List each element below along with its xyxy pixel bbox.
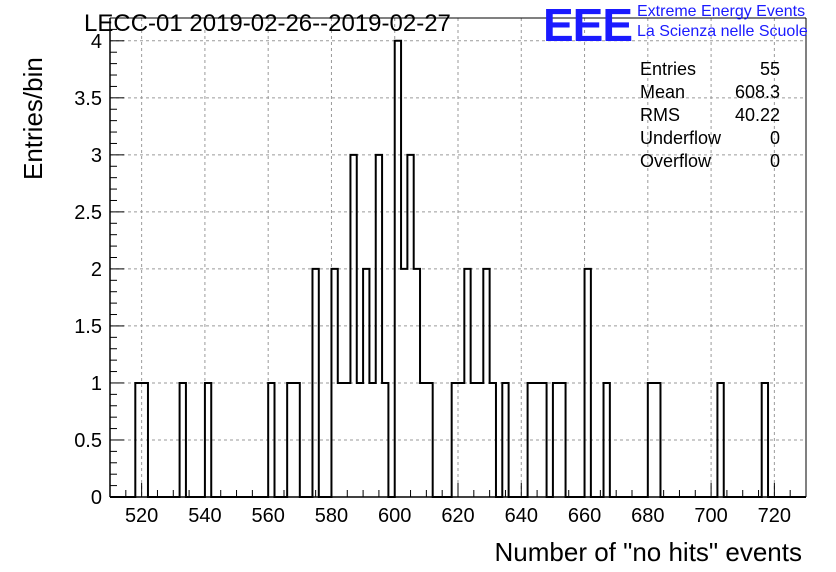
grid-lines xyxy=(110,18,806,497)
stats-row-rms: RMS 40.22 xyxy=(640,104,780,127)
stats-value: 55 xyxy=(759,59,780,79)
logo-line-1: Extreme Energy Events xyxy=(637,3,806,20)
stats-label: Overflow xyxy=(640,151,712,171)
stats-label: Mean xyxy=(640,82,686,102)
x-tick-label: 620 xyxy=(441,505,474,527)
axis-ticks: 520 540 560 580 600 620 640 660 680 700 720 0 0.5 1 1.… xyxy=(74,17,807,527)
x-tick-label: 680 xyxy=(631,505,664,527)
stats-value: 40.22 xyxy=(734,105,780,125)
stats-label: Entries xyxy=(640,59,697,79)
stats-value: 0 xyxy=(769,128,780,148)
x-axis-label: Number of "no hits" events xyxy=(494,537,803,567)
x-tick-label: 580 xyxy=(315,505,348,527)
stats-row-mean: Mean 608.3 xyxy=(640,81,780,104)
x-tick-label: 540 xyxy=(188,505,221,527)
stats-value: 608.3 xyxy=(734,82,780,102)
stats-value: 0 xyxy=(769,151,780,171)
x-tick-label: 560 xyxy=(251,505,284,527)
y-tick-label: 3 xyxy=(91,145,102,167)
stats-label: Underflow xyxy=(640,128,722,148)
x-tick-label: 660 xyxy=(568,505,601,527)
stats-label: RMS xyxy=(640,105,680,125)
stats-row-underflow: Underflow 0 xyxy=(640,127,780,150)
x-tick-label: 640 xyxy=(505,505,538,527)
stats-row-overflow: Overflow 0 xyxy=(640,150,780,173)
x-tick-label: 700 xyxy=(694,505,727,527)
y-tick-label: 3.5 xyxy=(74,88,102,110)
y-tick-label: 2 xyxy=(91,259,102,281)
y-tick-label: 0.5 xyxy=(74,430,102,452)
y-axis-label: Entries/bin xyxy=(18,57,48,180)
y-axis-label-wrap: Entries/bin xyxy=(8,57,48,180)
y-tick-label: 4 xyxy=(91,31,102,53)
logo-caption: Extreme Energy Events La Scienza nelle S… xyxy=(637,2,808,42)
eee-logo: EEE xyxy=(543,0,633,51)
y-tick-label: 2.5 xyxy=(74,202,102,224)
stats-row-entries: Entries 55 xyxy=(640,58,780,81)
chart-title: LECC-01 2019-02-26--2019-02-27 xyxy=(84,10,451,37)
logo-line-2: La Scienza nelle Scuole xyxy=(637,23,808,40)
y-tick-label: 1.5 xyxy=(74,316,102,338)
x-tick-label: 520 xyxy=(125,505,158,527)
x-tick-label: 720 xyxy=(758,505,791,527)
y-tick-label: 0 xyxy=(91,487,102,509)
x-tick-label: 600 xyxy=(378,505,411,527)
y-tick-label: 1 xyxy=(91,373,102,395)
stats-box: Entries 55 Mean 608.3 RMS 40.22 Underflo… xyxy=(640,58,780,173)
